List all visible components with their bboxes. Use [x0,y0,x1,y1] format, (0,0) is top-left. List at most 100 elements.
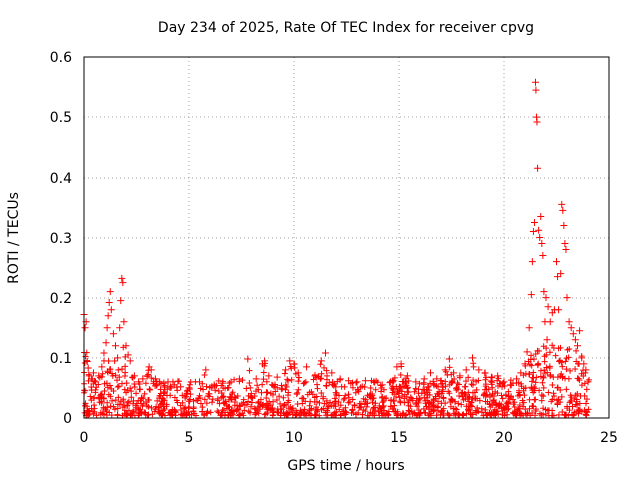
noise-marker [529,387,536,394]
noise-marker [455,400,462,407]
noise-marker [157,401,164,408]
noise-marker [451,375,458,382]
noise-marker [474,404,481,411]
noise-marker [423,394,430,401]
data-point [156,378,164,386]
data-point [529,227,537,235]
noise-marker [317,361,324,368]
noise-marker [320,393,327,400]
noise-marker [137,397,144,404]
noise-marker [349,384,356,391]
data-point [521,360,529,368]
noise-marker [394,388,401,395]
data-point [535,226,543,234]
noise-marker [264,389,271,396]
noise-marker [473,378,480,385]
data-point [445,355,453,363]
noise-marker [222,398,229,405]
noise-marker [504,403,511,410]
noise-marker [573,347,580,354]
noise-marker [397,383,404,390]
noise-marker [93,412,100,419]
noise-marker [336,406,343,413]
noise-marker [370,404,377,411]
noise-marker [371,410,378,417]
noise-marker [272,381,279,388]
noise-marker [262,402,269,409]
noise-marker [448,396,455,403]
data-point [104,312,112,320]
noise-marker [478,409,485,416]
data-point [103,324,111,332]
noise-marker [225,384,232,391]
noise-marker [219,393,226,400]
noise-marker [238,400,245,407]
noise-marker [583,386,590,393]
noise-marker [380,397,387,404]
noise-marker [300,395,307,402]
noise-marker [160,407,167,414]
noise-marker [243,401,250,408]
noise-marker [179,392,186,399]
noise-marker [545,389,552,396]
noise-marker [342,392,349,399]
data-point [542,294,550,302]
noise-marker [581,392,588,399]
noise-marker [528,378,535,385]
noise-marker [330,382,337,389]
data-point [500,378,508,386]
noise-marker [98,398,105,405]
noise-marker [92,389,99,396]
noise-marker [549,382,556,389]
noise-marker [337,402,344,409]
noise-marker [417,410,424,417]
noise-marker [559,409,566,416]
noise-marker [112,397,119,404]
noise-marker [468,411,475,418]
noise-marker [269,412,276,419]
noise-marker [490,411,497,418]
data-point [533,118,541,126]
noise-marker [404,384,411,391]
noise-marker [349,406,356,413]
noise-marker [515,387,522,394]
data-point [523,348,531,356]
data-point [393,363,401,371]
data-point [196,378,203,386]
noise-marker [101,388,108,395]
noise-marker [467,410,474,417]
data-point [584,378,592,386]
data-point [117,297,125,305]
noise-marker [255,400,262,407]
data-point [534,164,542,172]
y-axis-label: ROTI / TECUs [6,192,22,284]
data-point [135,378,143,386]
noise-marker [307,412,314,419]
noise-marker [87,393,94,400]
noise-marker [232,394,239,401]
noise-marker [404,385,411,392]
noise-marker [85,411,92,418]
noise-marker [515,379,522,386]
noise-marker [167,392,174,399]
y-tick-label: 0.2 [50,291,72,307]
noise-marker [340,396,347,403]
data-point [538,240,546,248]
data-point [420,375,428,383]
data-point [361,377,369,385]
data-point [164,378,172,386]
noise-marker [281,370,288,377]
noise-marker [378,385,385,392]
noise-marker [448,379,455,386]
noise-marker [171,394,178,401]
data-point [120,318,128,326]
noise-marker [530,356,537,363]
noise-marker [552,352,559,359]
noise-marker [481,390,488,397]
noise-marker [489,379,496,386]
noise-marker [197,400,204,407]
noise-marker [360,407,367,414]
noise-marker [472,395,479,402]
data-point [244,355,252,363]
noise-marker [161,397,168,404]
